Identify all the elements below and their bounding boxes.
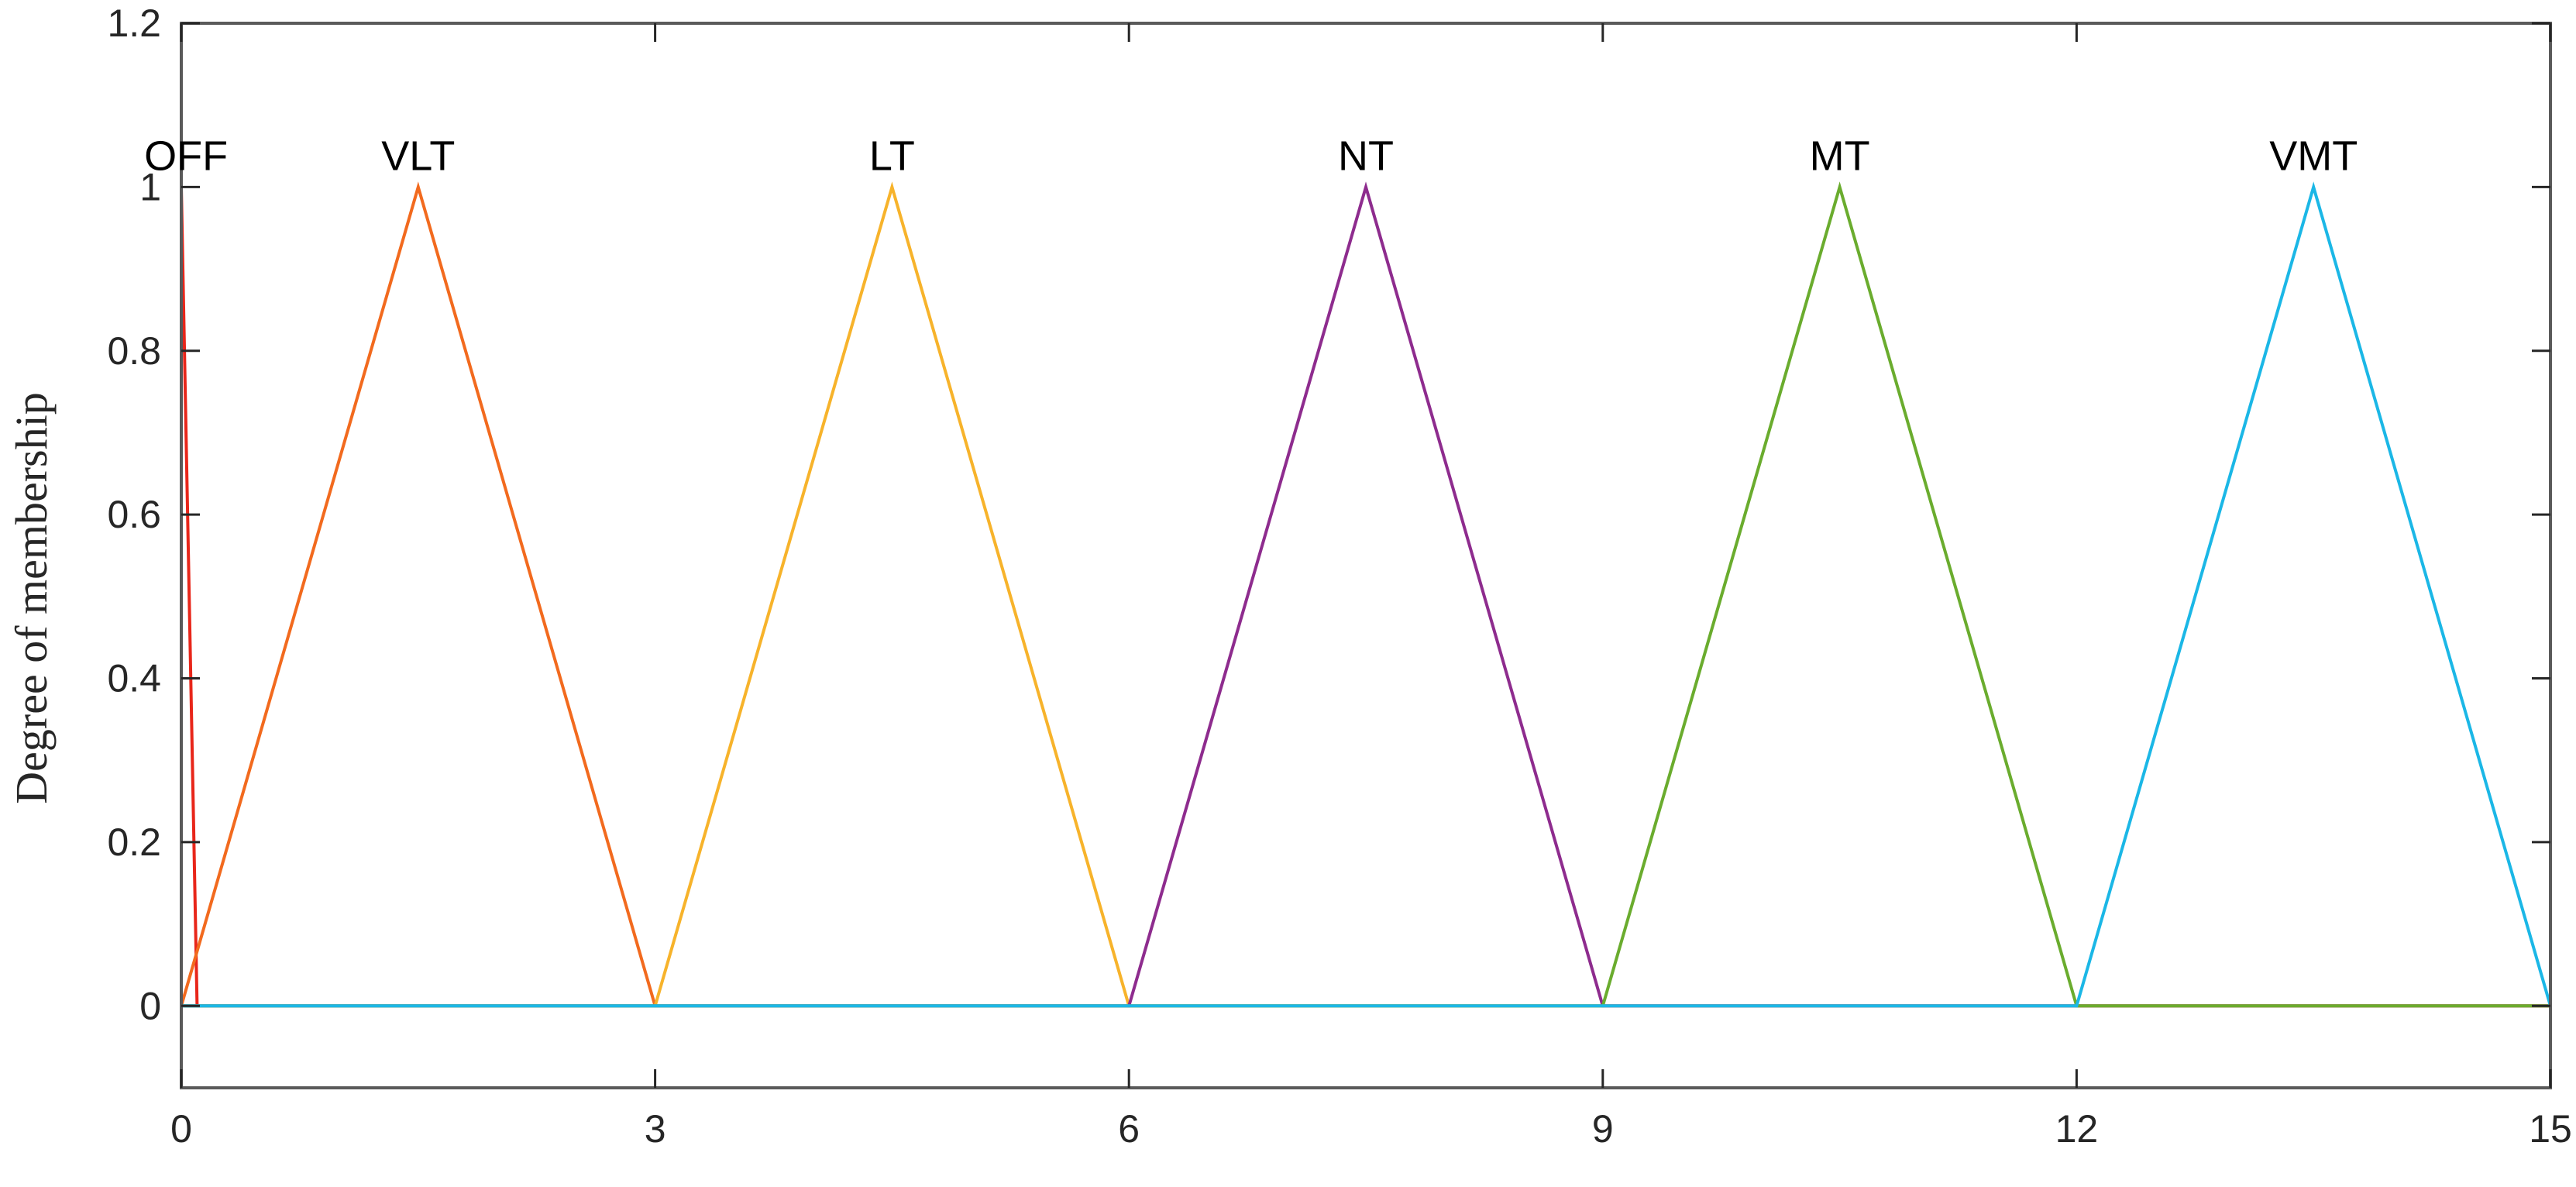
series-lt-label: LT (869, 132, 915, 179)
series-off-line (180, 187, 199, 1006)
y-tick-label: 0.2 (107, 821, 161, 864)
series-vmt-label: VMT (2269, 132, 2358, 179)
y-tick-label: 1.2 (107, 2, 161, 45)
series-off-label: OFF (144, 132, 228, 179)
series-vmt-line (181, 181, 2552, 1008)
x-tick-label: 9 (1592, 1107, 1614, 1151)
y-tick-label: 0 (139, 984, 161, 1027)
y-tick-label: 0.4 (107, 657, 161, 700)
series-nt-label: NT (1338, 132, 1394, 179)
plot-frame (180, 22, 2552, 1089)
x-tick-label: 3 (645, 1107, 666, 1151)
y-tick-label: 0.8 (107, 329, 161, 373)
x-tick-label: 0 (170, 1107, 192, 1151)
x-tick-label: 15 (2529, 1107, 2572, 1151)
y-axis-title: Degree of membership (6, 392, 57, 803)
series-layer (180, 181, 2552, 1008)
y-tick-label: 1 (139, 165, 161, 208)
label-layer: 0 3 6 9 12 15 0 0.2 0.4 0.6 0.8 1 1.2 OFF VLT LT NT MT VMT (107, 2, 2571, 1151)
series-mt-label: MT (1810, 132, 1870, 179)
x-tick-label: 6 (1118, 1107, 1140, 1151)
y-tick-label: 0.6 (107, 493, 161, 536)
series-vlt-label: VLT (381, 132, 455, 179)
tick-layer (180, 22, 2552, 1088)
x-tick-label: 12 (2055, 1107, 2099, 1151)
